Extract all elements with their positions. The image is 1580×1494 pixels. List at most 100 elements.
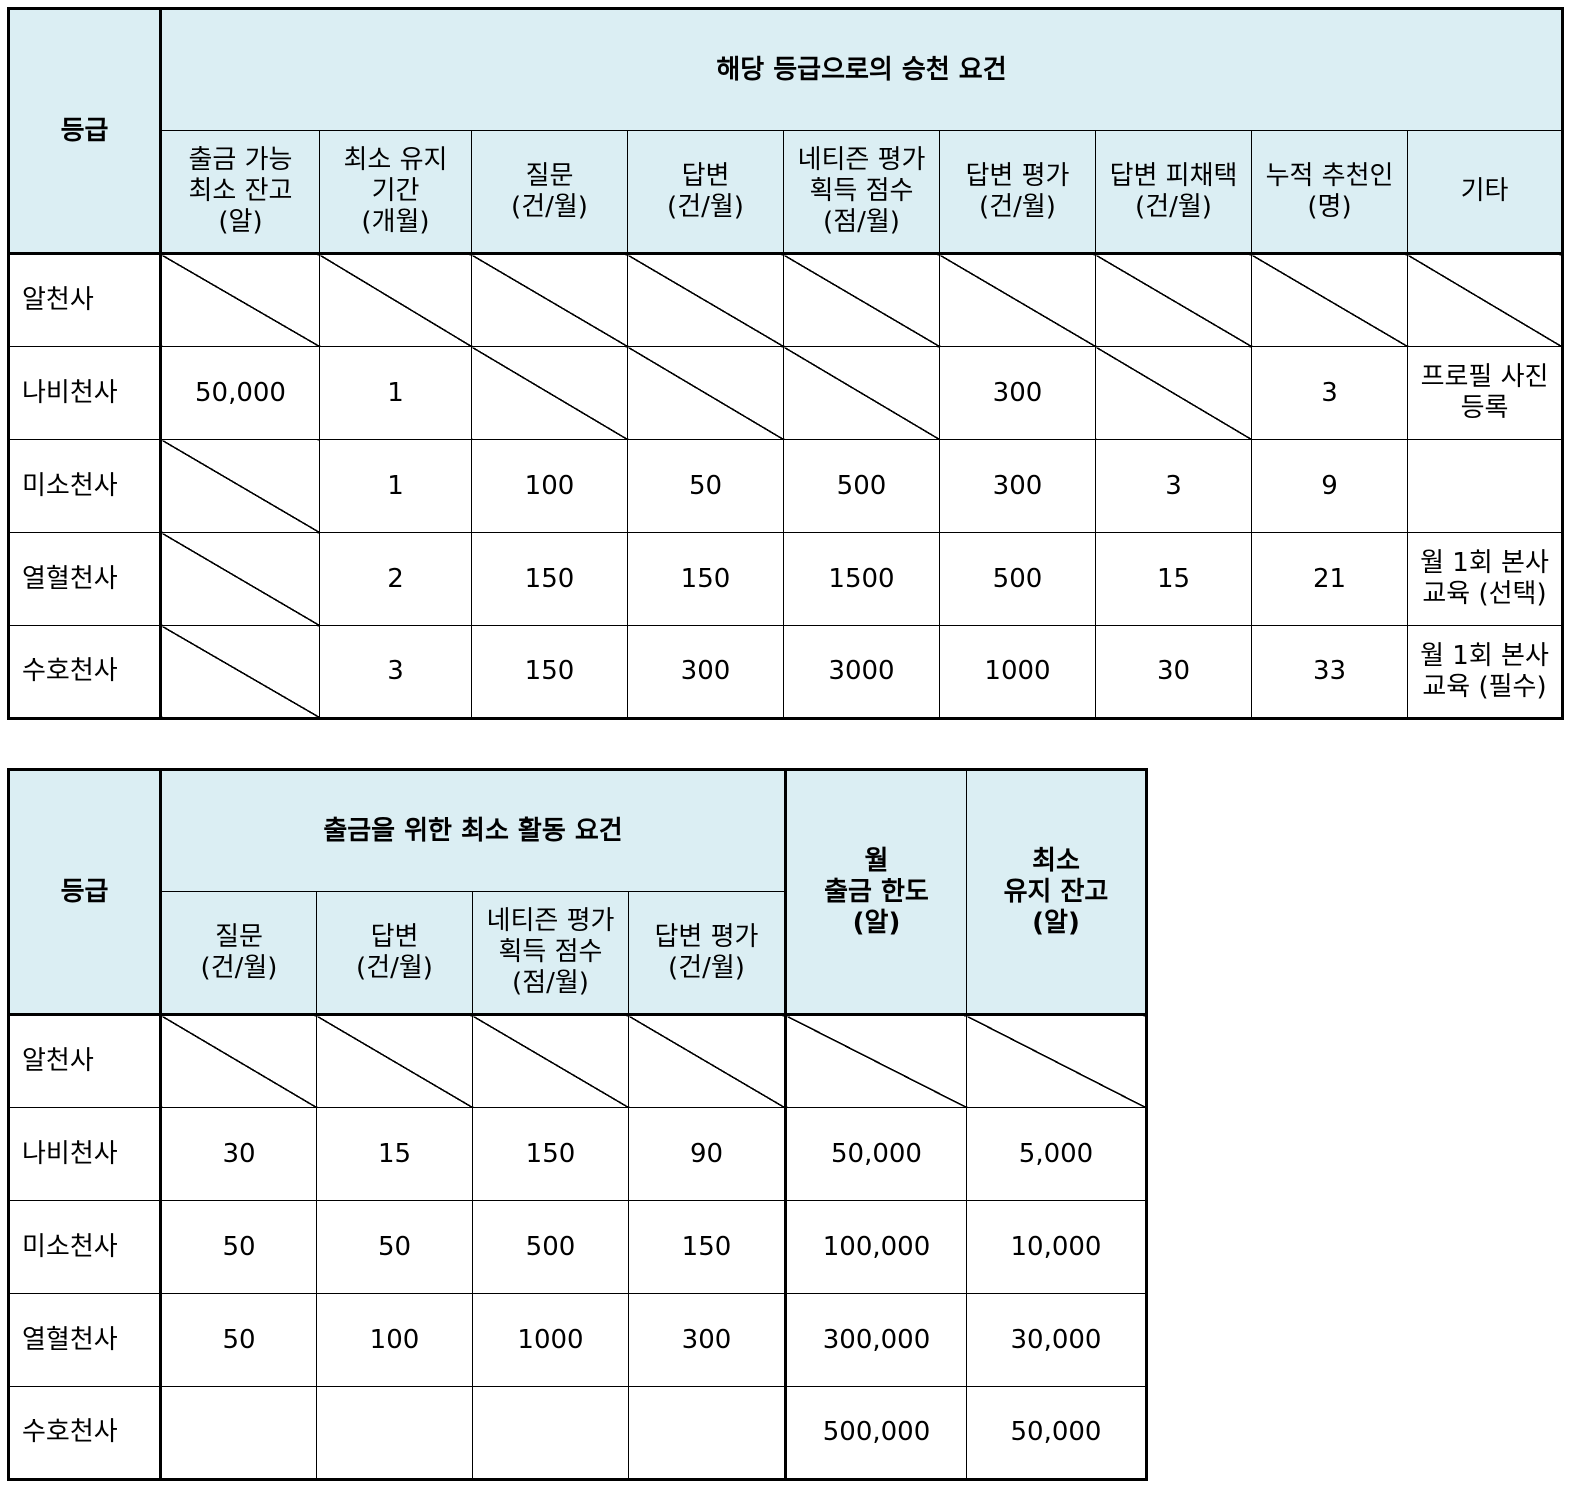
value-cell: 500	[472, 1200, 629, 1294]
value-cell: 1000	[939, 625, 1096, 719]
value-cell: 9	[1251, 439, 1408, 533]
value-cell: 100	[316, 1293, 473, 1387]
value-cell: 150	[471, 625, 628, 719]
grade-label: 수호천사	[8, 1386, 161, 1480]
value-cell: 100	[471, 439, 628, 533]
value-cell: 50	[316, 1200, 473, 1294]
value-cell: 50	[159, 1200, 317, 1294]
column-header: 질문 (건/월)	[471, 130, 628, 255]
empty-cell	[627, 346, 784, 440]
value-cell: 300	[628, 1293, 786, 1387]
value-cell: 15	[316, 1107, 473, 1201]
value-cell: 1000	[472, 1293, 629, 1387]
empty-cell	[1407, 253, 1563, 347]
column-header: 네티즌 평가 획득 점수 (점/월)	[472, 891, 629, 1016]
empty-cell	[784, 1014, 967, 1108]
grade-label: 미소천사	[8, 1200, 161, 1294]
empty-cell	[471, 253, 628, 347]
column-header: 질문 (건/월)	[159, 891, 317, 1016]
column-header: 누적 추천인 (명)	[1251, 130, 1408, 255]
grade-header: 등급	[8, 8, 161, 255]
column-header: 네티즌 평가 획득 점수 (점/월)	[783, 130, 940, 255]
withdrawal-requirements-table: 등급 출금을 위한 최소 활동 요건 월 출금 한도 (알) 최소 유지 잔고 …	[7, 768, 1148, 1481]
value-cell: 50,000	[966, 1386, 1147, 1480]
empty-cell	[628, 1386, 786, 1480]
empty-cell	[159, 532, 320, 626]
note-cell: 월 1회 본사 교육 (필수)	[1407, 625, 1563, 719]
table-row: 열혈천사 2 150 150 1500 500 15 21 월 1회 본사 교육…	[8, 532, 1563, 626]
grade-label: 알천사	[8, 253, 161, 347]
note-cell: 월 1회 본사 교육 (선택)	[1407, 532, 1563, 626]
value-cell: 30,000	[966, 1293, 1147, 1387]
empty-cell	[783, 253, 940, 347]
value-cell: 10,000	[966, 1200, 1147, 1294]
value-cell: 3000	[783, 625, 940, 719]
table-row: 수호천사 500,000 50,000	[8, 1386, 1147, 1480]
value-cell: 1500	[783, 532, 940, 626]
column-header: 답변 평가 (건/월)	[628, 891, 786, 1016]
value-cell: 50	[159, 1293, 317, 1387]
empty-cell	[1251, 253, 1408, 347]
empty-cell	[319, 253, 472, 347]
value-cell: 300	[627, 625, 784, 719]
table-row: 열혈천사 50 100 1000 300 300,000 30,000	[8, 1293, 1147, 1387]
value-cell: 150	[628, 1200, 786, 1294]
value-cell: 50,000	[159, 346, 320, 440]
value-cell: 90	[628, 1107, 786, 1201]
empty-cell	[316, 1386, 473, 1480]
value-cell: 150	[627, 532, 784, 626]
value-cell: 1	[319, 346, 472, 440]
value-cell: 30	[159, 1107, 317, 1201]
monthly-limit-header: 월 출금 한도 (알)	[784, 769, 967, 1016]
empty-cell	[628, 1014, 786, 1108]
grade-label: 미소천사	[8, 439, 161, 533]
value-cell: 5,000	[966, 1107, 1147, 1201]
min-balance-header: 최소 유지 잔고 (알)	[966, 769, 1147, 1016]
empty-cell	[159, 1386, 317, 1480]
value-cell: 1	[319, 439, 472, 533]
value-cell: 500,000	[784, 1386, 967, 1480]
table-row: 미소천사 1 100 50 500 300 3 9	[8, 439, 1563, 533]
grade-label: 나비천사	[8, 1107, 161, 1201]
table-row: 나비천사 30 15 150 90 50,000 5,000	[8, 1107, 1147, 1201]
value-cell: 15	[1095, 532, 1252, 626]
grade-label: 알천사	[8, 1014, 161, 1108]
promotion-group-header: 해당 등급으로의 승천 요건	[159, 8, 1563, 131]
empty-cell	[471, 346, 628, 440]
empty-cell	[472, 1386, 629, 1480]
grade-label: 수호천사	[8, 625, 161, 719]
empty-cell	[966, 1014, 1147, 1108]
column-header: 최소 유지 기간 (개월)	[319, 130, 472, 255]
empty-cell	[159, 253, 320, 347]
column-header: 출금 가능 최소 잔고 (알)	[159, 130, 320, 255]
table-row: 알천사	[8, 1014, 1147, 1108]
table-row: 알천사	[8, 253, 1563, 347]
value-cell: 150	[471, 532, 628, 626]
value-cell: 150	[472, 1107, 629, 1201]
grade-label: 나비천사	[8, 346, 161, 440]
note-cell: 프로필 사진 등록	[1407, 346, 1563, 440]
value-cell: 300	[939, 346, 1096, 440]
empty-cell	[939, 253, 1096, 347]
promotion-requirements-table: 등급 해당 등급으로의 승천 요건 출금 가능 최소 잔고 (알) 최소 유지 …	[7, 7, 1564, 720]
value-cell: 300,000	[784, 1293, 967, 1387]
empty-cell	[472, 1014, 629, 1108]
empty-cell	[159, 625, 320, 719]
table-row: 나비천사 50,000 1 300 3 프로필 사진 등록	[8, 346, 1563, 440]
value-cell: 500	[783, 439, 940, 533]
column-header: 답변 (건/월)	[627, 130, 784, 255]
value-cell: 3	[319, 625, 472, 719]
table-row: 수호천사 3 150 300 3000 1000 30 33 월 1회 본사 교…	[8, 625, 1563, 719]
withdrawal-group-header: 출금을 위한 최소 활동 요건	[159, 769, 786, 892]
value-cell: 33	[1251, 625, 1408, 719]
value-cell: 3	[1095, 439, 1252, 533]
value-cell: 2	[319, 532, 472, 626]
note-cell	[1407, 439, 1563, 533]
value-cell: 50,000	[784, 1107, 967, 1201]
value-cell: 500	[939, 532, 1096, 626]
empty-cell	[1095, 253, 1252, 347]
grade-label: 열혈천사	[8, 1293, 161, 1387]
value-cell: 30	[1095, 625, 1252, 719]
table-row: 미소천사 50 50 500 150 100,000 10,000	[8, 1200, 1147, 1294]
grade-label: 열혈천사	[8, 532, 161, 626]
